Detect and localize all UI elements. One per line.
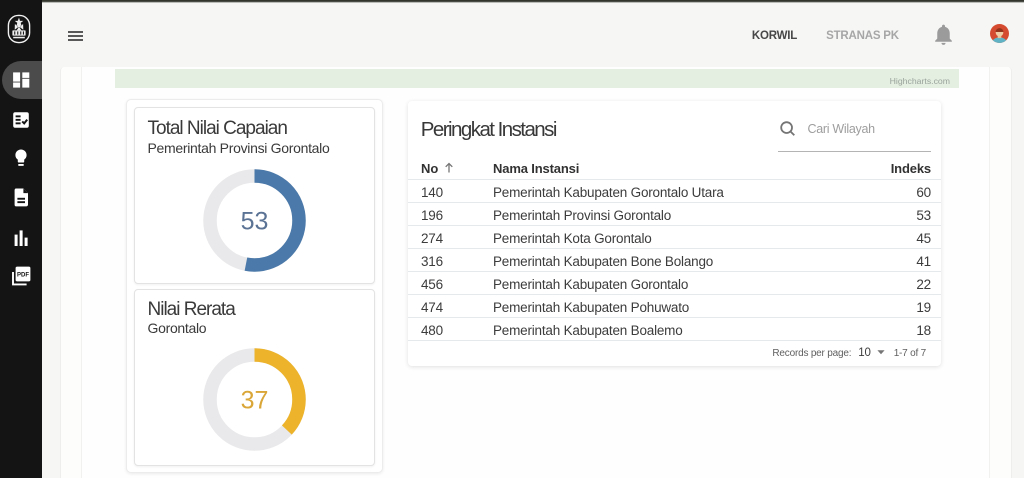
svg-text:53: 53 [241, 207, 269, 235]
svg-text:37: 37 [240, 386, 268, 414]
svg-text:PDF: PDF [17, 272, 29, 278]
